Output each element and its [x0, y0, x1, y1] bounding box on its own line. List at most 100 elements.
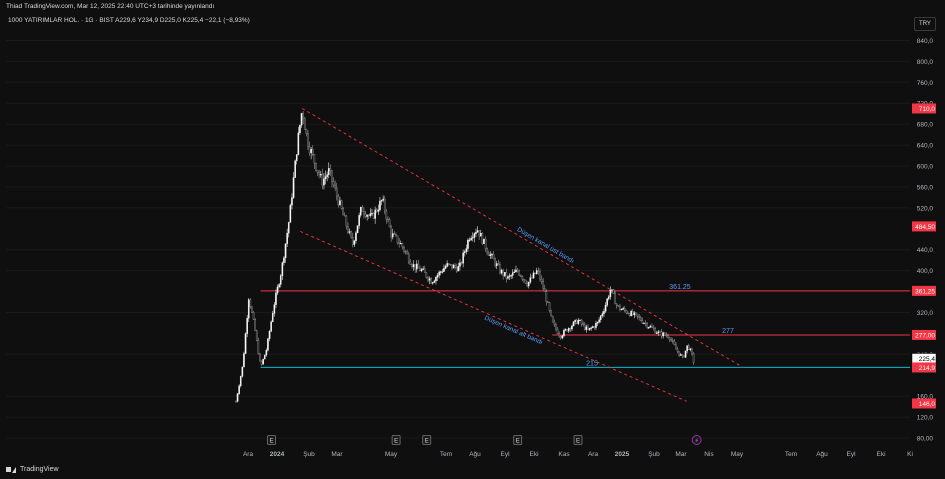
candle-body: [331, 170, 333, 182]
candle-body: [462, 252, 464, 264]
x-tick-label: Eyl: [500, 451, 510, 458]
candle-body: [246, 318, 248, 334]
level-axis-tag: [912, 285, 936, 296]
candle-body: [575, 319, 578, 324]
candle-body: [479, 233, 482, 237]
candle-body: [519, 274, 522, 277]
candle-body: [559, 335, 562, 339]
candle-body: [595, 323, 597, 328]
candle-body: [436, 274, 439, 278]
candle-body: [430, 278, 432, 284]
candle-body: [420, 269, 423, 272]
candle-body: [455, 266, 458, 272]
x-tick-label: Eki: [529, 451, 538, 458]
candle-body: [342, 208, 344, 216]
candle-body: [268, 331, 271, 339]
candle-body: [297, 132, 300, 155]
price-tag-label: 146,0: [919, 401, 936, 408]
candle-body: [401, 243, 404, 248]
candle-body: [263, 354, 266, 360]
candle-body: [481, 233, 484, 244]
candle-body: [593, 326, 596, 328]
candle-body: [478, 230, 480, 237]
candle-body: [566, 329, 568, 332]
candle-body: [623, 308, 626, 311]
candle-body: [655, 332, 658, 334]
earnings-marker-icon[interactable]: [267, 435, 276, 445]
earnings-marker-icon[interactable]: [573, 435, 583, 445]
price-tag-label: 225,4: [919, 356, 936, 363]
trendline-upper[interactable]: [301, 108, 744, 368]
candle-body: [327, 168, 330, 175]
candle-body: [371, 213, 373, 215]
candle-body: [518, 270, 520, 276]
earnings-marker-icon[interactable]: [391, 435, 401, 445]
candle-body: [409, 261, 412, 265]
candle-body: [662, 332, 664, 337]
candle-body: [494, 258, 496, 266]
candle-body: [273, 304, 276, 314]
candle-body: [271, 313, 274, 323]
candle-body: [630, 311, 632, 317]
candle-body: [340, 200, 343, 209]
symbol-legend: 1000 YATIRIMLAR HOL. · 1G · BIST A229,6 …: [8, 17, 250, 24]
candle-body: [515, 269, 517, 273]
candle-body: [691, 348, 693, 354]
candle-body: [398, 242, 400, 244]
candle-body: [607, 296, 610, 300]
candle-body: [673, 340, 676, 345]
candle-body: [540, 278, 543, 282]
candle-body: [319, 174, 322, 176]
candle-body: [683, 355, 685, 358]
trendline-lower[interactable]: [300, 230, 687, 402]
currency-button[interactable]: TRY: [914, 17, 936, 31]
candle-body: [364, 213, 367, 217]
price-tag-label: 710,0: [919, 106, 936, 113]
price-tag-label: 214,9: [919, 365, 936, 372]
news-marker-icon[interactable]: [691, 435, 702, 445]
candle-body: [291, 197, 293, 206]
candle-body: [383, 198, 386, 212]
candle-body: [587, 326, 589, 330]
x-tick-label: Ağu: [816, 451, 828, 458]
candle-body: [457, 266, 460, 272]
candle-body: [380, 200, 383, 202]
candle-body: [524, 279, 527, 284]
candle-body: [572, 321, 575, 327]
candle-body: [622, 308, 624, 310]
news-marker-label: ⚡: [695, 437, 699, 444]
y-tick-label: 800,0: [917, 59, 934, 66]
x-tick-label: Eki: [876, 451, 885, 458]
candle-body: [385, 210, 388, 220]
candle-body: [580, 319, 583, 325]
y-tick-label: 600,0: [917, 164, 934, 171]
x-tick-label: Eyl: [846, 451, 856, 458]
candle-body: [601, 313, 604, 316]
earnings-marker-icon[interactable]: [422, 435, 432, 445]
candle-body: [329, 168, 332, 171]
candle-body: [615, 303, 618, 306]
earnings-marker-label: E: [394, 438, 398, 444]
candle-body: [574, 319, 576, 322]
y-tick-label: 80,00: [917, 436, 934, 443]
candle-body: [627, 312, 629, 315]
earnings-marker-icon[interactable]: [513, 435, 523, 445]
y-tick-label: 680,0: [917, 122, 934, 129]
candle-body: [612, 289, 615, 294]
candle-body: [527, 281, 530, 287]
candle-body: [531, 277, 533, 279]
trendline-label: Düşen kanal üst bandı: [516, 226, 575, 265]
candle-body: [644, 322, 647, 324]
candle-body: [476, 230, 479, 233]
candle-body: [686, 345, 688, 352]
candle-body: [676, 348, 679, 352]
candle-body: [508, 275, 511, 277]
candle-body: [513, 271, 516, 273]
candle-body: [523, 278, 525, 281]
candle-body: [454, 264, 456, 268]
candle-body: [391, 233, 394, 238]
tradingview-brand[interactable]: TradingView: [6, 466, 59, 473]
candle-body: [425, 272, 428, 278]
candle-body: [387, 218, 389, 221]
